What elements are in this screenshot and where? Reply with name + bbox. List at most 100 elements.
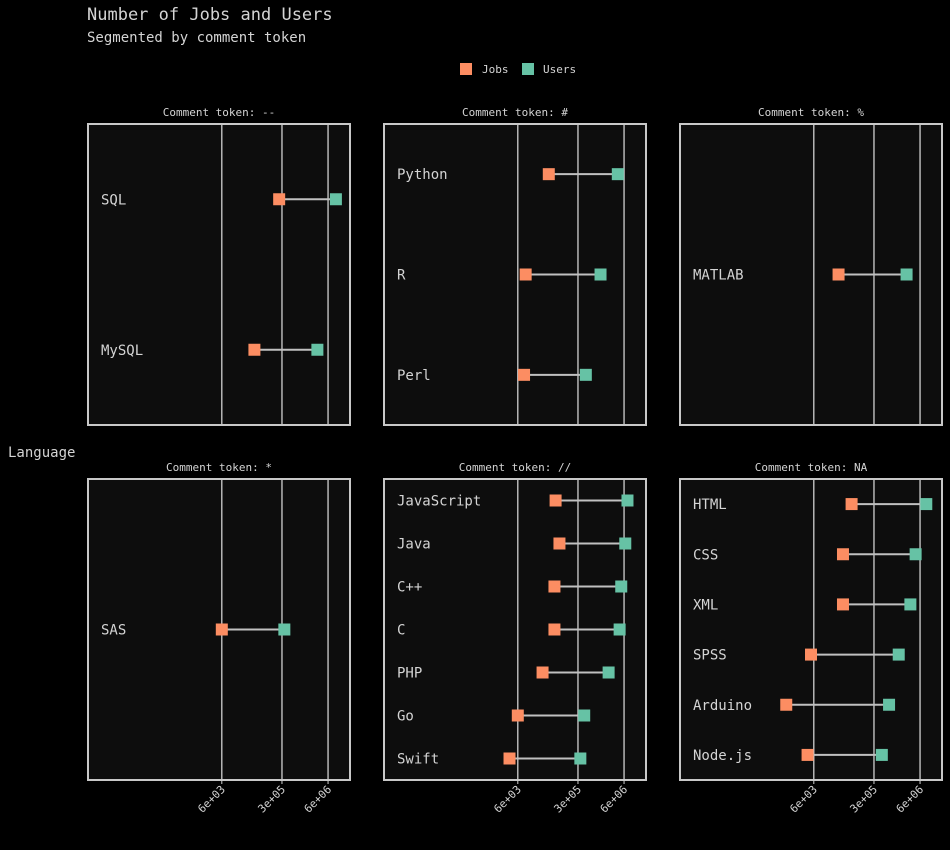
x-tick-label: 3e+05 (847, 783, 880, 816)
facet-panel: Comment token: * SAS 6e+03 3e+05 6e+06 (87, 461, 351, 816)
legend: Jobs Users (460, 63, 576, 76)
jobs-point (215, 623, 228, 636)
facet-label: Comment token: * (166, 461, 272, 474)
facet-label: Comment token: % (758, 106, 864, 119)
legend-swatch-jobs (460, 63, 472, 75)
language-label: SQL (101, 192, 126, 208)
facet-label: Comment token: -- (163, 106, 276, 119)
language-label: Arduino (693, 698, 752, 714)
x-tick-label: 3e+05 (551, 783, 584, 816)
language-label: C++ (397, 580, 422, 596)
jobs-point (536, 666, 549, 679)
users-point (311, 343, 324, 356)
jobs-point (273, 193, 286, 206)
users-point (892, 648, 905, 661)
x-tick-label: 6e+03 (491, 783, 524, 816)
jobs-point (542, 168, 555, 181)
panel-border (87, 123, 351, 426)
jobs-point (845, 498, 858, 511)
users-point (909, 548, 922, 561)
y-axis-label: Language (8, 445, 75, 461)
language-label: XML (693, 597, 718, 613)
users-point (883, 698, 896, 711)
facet-label: Comment token: NA (755, 461, 868, 474)
facet-panel: Comment token: -- SQL MySQL (87, 106, 351, 426)
users-point (579, 368, 592, 381)
x-tick-label: 6e+03 (195, 783, 228, 816)
panel-border (679, 478, 943, 781)
facet-panel: Comment token: // JavaScript Java C++ C PHP Go… (383, 461, 647, 816)
panel-border (383, 478, 647, 781)
language-label: Perl (397, 368, 431, 384)
language-label: Go (397, 709, 414, 725)
users-point (329, 193, 342, 206)
users-point (904, 598, 917, 611)
facet-panel: Comment token: # Python R Perl (383, 106, 647, 426)
users-point (602, 666, 615, 679)
language-label: Swift (397, 752, 439, 768)
users-point (594, 268, 607, 281)
panel-border (383, 123, 647, 426)
facet-label: Comment token: # (462, 106, 568, 119)
jobs-point (548, 623, 561, 636)
facet-panel: Comment token: % MATLAB (679, 106, 943, 426)
facet-panel: Comment token: NA HTML CSS XML SPSS Arduino No… (679, 461, 943, 816)
users-point (900, 268, 913, 281)
jobs-point (518, 368, 531, 381)
language-label: JavaScript (397, 494, 481, 510)
facet-label: Comment token: // (459, 461, 572, 474)
jobs-point (801, 748, 814, 761)
legend-label-jobs: Jobs (482, 63, 509, 76)
x-tick-label: 3e+05 (255, 783, 288, 816)
users-point (613, 623, 626, 636)
language-label: MySQL (101, 343, 143, 359)
language-label: Java (397, 537, 431, 553)
jobs-point (549, 494, 562, 507)
users-point (920, 498, 933, 511)
jobs-point (503, 752, 516, 765)
panel-background (680, 479, 942, 780)
jobs-point (548, 580, 561, 593)
language-label: Node.js (693, 748, 752, 764)
language-label: C (397, 623, 405, 639)
users-point (574, 752, 587, 765)
language-label: Python (397, 167, 448, 183)
users-point (615, 580, 628, 593)
x-tick-label: 6e+06 (598, 783, 631, 816)
x-tick-label: 6e+06 (302, 783, 335, 816)
users-point (278, 623, 291, 636)
users-point (619, 537, 632, 550)
jobs-point (248, 343, 261, 356)
x-tick-label: 6e+03 (787, 783, 820, 816)
legend-swatch-users (522, 63, 534, 75)
language-label: R (397, 268, 406, 284)
jobs-point (511, 709, 524, 722)
jobs-point (832, 268, 845, 281)
users-point (621, 494, 634, 507)
users-point (875, 748, 888, 761)
jobs-point (519, 268, 532, 281)
language-label: HTML (693, 497, 727, 513)
jobs-point (805, 648, 817, 661)
chart-subtitle: Segmented by comment token (87, 30, 306, 46)
users-point (578, 709, 591, 722)
language-label: PHP (397, 666, 422, 682)
language-label: SAS (101, 623, 126, 639)
legend-label-users: Users (543, 63, 576, 76)
language-label: MATLAB (693, 268, 744, 284)
language-label: SPSS (693, 648, 727, 664)
jobs-point (836, 548, 849, 561)
language-label: CSS (693, 547, 718, 563)
panel-border (679, 123, 943, 426)
users-point (611, 168, 624, 181)
panel-background (88, 124, 350, 425)
chart-title: Number of Jobs and Users (87, 5, 333, 25)
jobs-point (553, 537, 566, 550)
x-tick-label: 6e+06 (894, 783, 927, 816)
jobs-point (836, 598, 849, 611)
jobs-point (780, 698, 793, 711)
panel-border (87, 478, 351, 781)
